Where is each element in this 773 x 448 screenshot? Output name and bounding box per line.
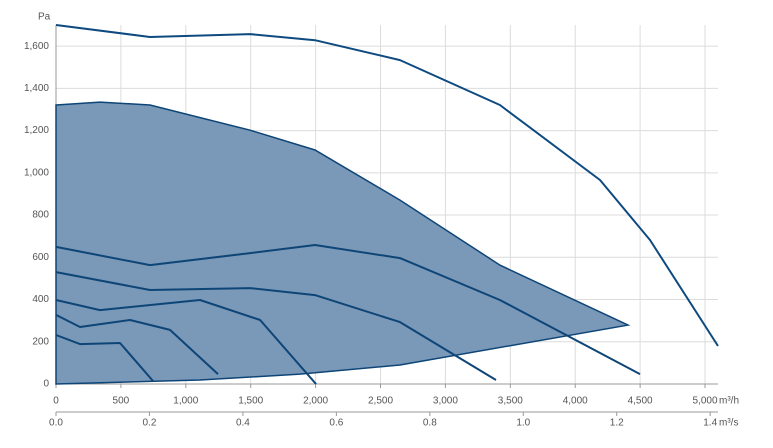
x-tick-label: 0 [53,396,59,407]
x-tick-label: 2,500 [368,396,393,407]
y-tick-label: 0 [43,379,49,390]
x-tick-label: 2,000 [303,396,328,407]
x2-unit: m³/s [719,418,738,429]
x2-tick-label: 0.6 [329,418,343,429]
fan-curve [55,314,219,375]
x2-tick-label: 0.4 [236,418,250,429]
y-tick-label: 1,400 [24,83,49,94]
x2-tick-label: 1.4 [703,418,717,429]
y-tick-label: 1,200 [24,125,49,136]
y-tick-label: 600 [32,252,49,263]
x2-tick-label: 0.8 [423,418,437,429]
fan-curve [55,299,317,385]
y-unit: Pa [38,12,51,23]
y-tick-label: 1,000 [24,167,49,178]
x2-tick-label: 0.0 [49,418,63,429]
y-tick-label: 800 [32,210,49,221]
x2-tick-label: 0.2 [143,418,157,429]
x-tick-label: 4,000 [563,396,588,407]
x-tick-label: 1,000 [173,396,198,407]
x-tick-label: 3,000 [433,396,458,407]
y-tick-label: 200 [32,336,49,347]
x-tick-label: 500 [113,396,130,407]
y-tick-label: 400 [32,294,49,305]
x-tick-label: 4,500 [628,396,653,407]
fan-curve [55,24,719,347]
fan-curve [55,271,497,381]
fan-curve [55,334,154,382]
y-tick-label: 1,600 [24,41,49,52]
fan-curve [55,244,641,375]
operating-area [55,101,631,385]
x-tick-label: 3,500 [498,396,523,407]
x2-tick-label: 1.2 [610,418,624,429]
x-tick-label: 1,500 [238,396,263,407]
x-tick-label: 5,000 [693,396,718,407]
x2-tick-label: 1.0 [516,418,530,429]
x-unit: m³/h [719,396,739,407]
